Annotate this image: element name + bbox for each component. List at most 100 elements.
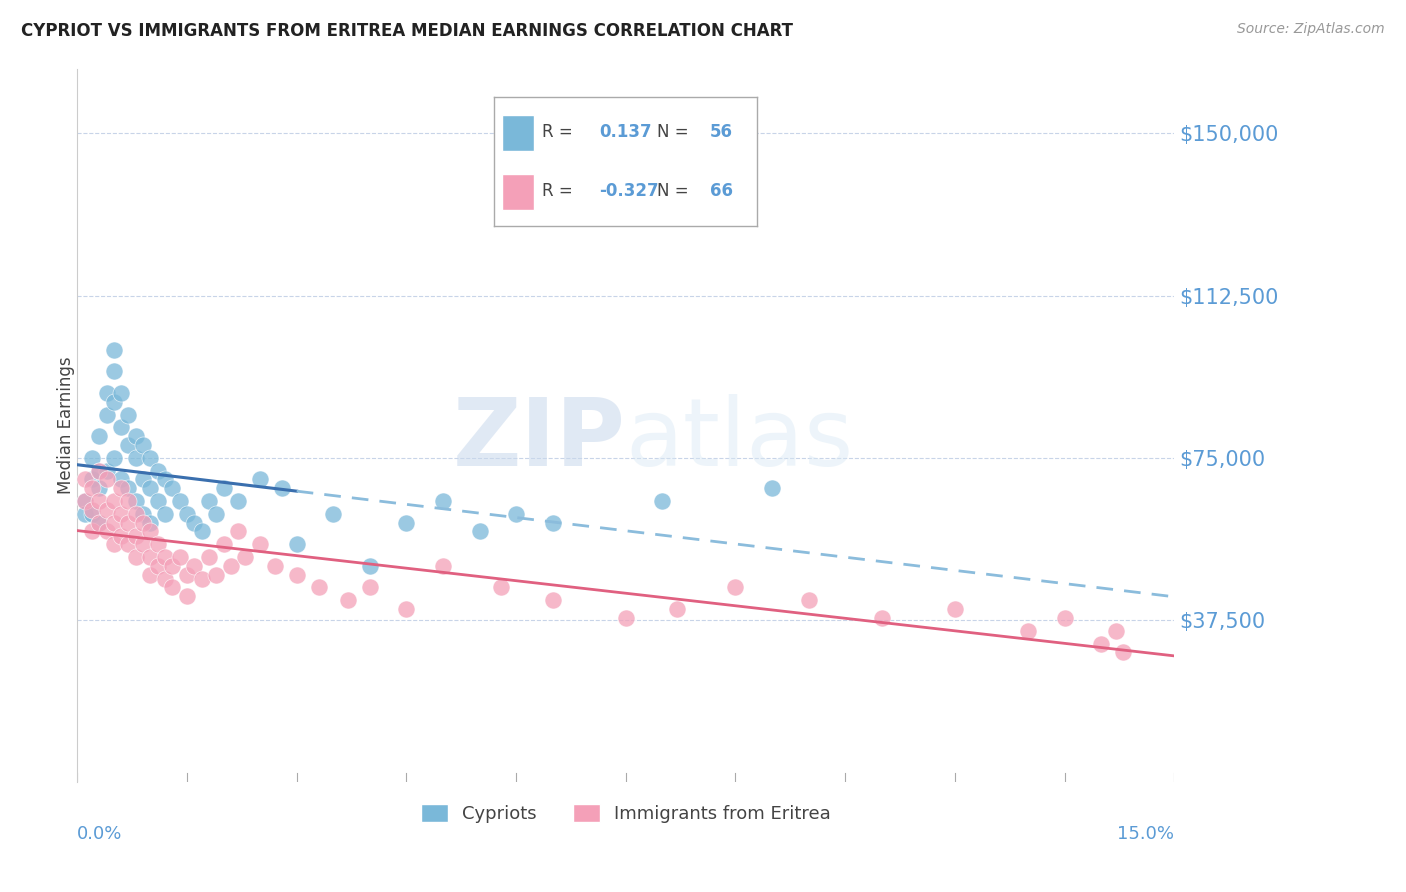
Point [219, 558, 242, 573]
Point [212, 481, 235, 495]
Point [183, 558, 205, 573]
Point [125, 494, 148, 508]
Point [395, 516, 418, 530]
Point [96, 524, 118, 539]
Point [395, 602, 418, 616]
Point [103, 364, 125, 378]
Point [80, 472, 103, 486]
Point [190, 572, 212, 586]
Point [285, 537, 308, 551]
Text: Source: ZipAtlas.com: Source: ZipAtlas.com [1237, 22, 1385, 37]
Point [125, 550, 148, 565]
Point [153, 507, 176, 521]
Point [724, 581, 747, 595]
Point [235, 550, 257, 565]
Text: 15.0%: 15.0% [1118, 825, 1174, 843]
Point [162, 481, 184, 495]
Point [870, 611, 893, 625]
Point [212, 537, 235, 551]
Point [491, 581, 513, 595]
Point [139, 450, 162, 465]
Point [205, 507, 228, 521]
Point [505, 507, 527, 521]
Point [541, 593, 564, 607]
Point [80, 502, 103, 516]
Y-axis label: Median Earnings: Median Earnings [58, 357, 75, 494]
Point [943, 602, 966, 616]
Text: ZIP: ZIP [453, 393, 626, 485]
Point [117, 516, 139, 530]
Point [110, 507, 132, 521]
Point [73, 494, 96, 508]
Text: atlas: atlas [626, 393, 853, 485]
Point [132, 507, 155, 521]
Point [614, 611, 637, 625]
Point [169, 550, 191, 565]
Point [665, 602, 688, 616]
Point [110, 528, 132, 542]
Point [132, 537, 155, 551]
Point [139, 550, 162, 565]
Point [226, 524, 249, 539]
Point [263, 558, 285, 573]
Point [183, 516, 205, 530]
Point [117, 494, 139, 508]
Point [1105, 624, 1128, 638]
Point [153, 472, 176, 486]
Text: 0.0%: 0.0% [77, 825, 122, 843]
Point [80, 524, 103, 539]
Point [103, 394, 125, 409]
Point [117, 438, 139, 452]
Point [103, 343, 125, 357]
Point [146, 537, 169, 551]
Point [89, 464, 111, 478]
Point [125, 528, 148, 542]
Point [89, 516, 111, 530]
Point [205, 567, 228, 582]
Point [541, 516, 564, 530]
Point [651, 494, 673, 508]
Point [132, 516, 155, 530]
Point [198, 550, 221, 565]
Point [103, 450, 125, 465]
Point [80, 481, 103, 495]
Point [432, 494, 454, 508]
Point [1017, 624, 1039, 638]
Point [139, 516, 162, 530]
Point [96, 502, 118, 516]
Point [1090, 637, 1112, 651]
Point [432, 558, 454, 573]
Point [162, 558, 184, 573]
Point [169, 494, 191, 508]
Point [271, 481, 294, 495]
Legend: Cypriots, Immigrants from Eritrea: Cypriots, Immigrants from Eritrea [413, 797, 838, 830]
Point [132, 472, 155, 486]
Point [89, 481, 111, 495]
Point [80, 507, 103, 521]
Point [96, 472, 118, 486]
Point [146, 558, 169, 573]
Point [125, 507, 148, 521]
Point [110, 385, 132, 400]
Point [468, 524, 491, 539]
Point [110, 420, 132, 434]
Point [146, 464, 169, 478]
Point [308, 581, 330, 595]
Point [103, 537, 125, 551]
Point [96, 408, 118, 422]
Point [139, 567, 162, 582]
Point [89, 516, 111, 530]
Point [117, 537, 139, 551]
Point [117, 481, 139, 495]
Point [117, 408, 139, 422]
Text: CYPRIOT VS IMMIGRANTS FROM ERITREA MEDIAN EARNINGS CORRELATION CHART: CYPRIOT VS IMMIGRANTS FROM ERITREA MEDIA… [21, 22, 793, 40]
Point [359, 558, 381, 573]
Point [139, 524, 162, 539]
Point [198, 494, 221, 508]
Point [1112, 645, 1135, 659]
Point [132, 438, 155, 452]
Point [249, 472, 271, 486]
Point [285, 567, 308, 582]
Point [89, 429, 111, 443]
Point [73, 472, 96, 486]
